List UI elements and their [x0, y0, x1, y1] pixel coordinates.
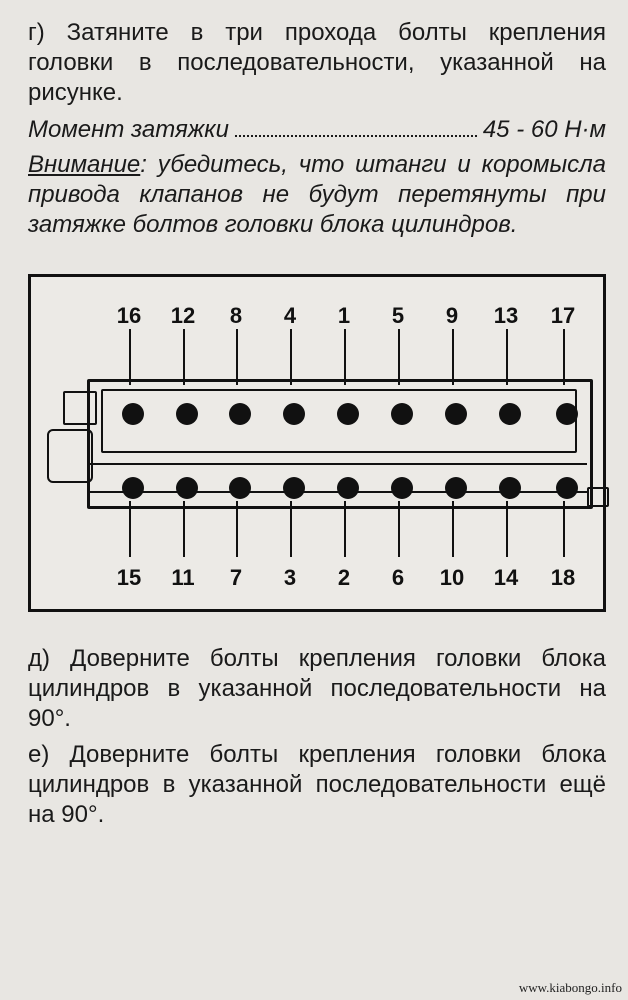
top-number: 16 — [113, 303, 145, 329]
leader-line — [452, 501, 454, 557]
top-number: 4 — [274, 303, 306, 329]
top-number: 13 — [490, 303, 522, 329]
top-number: 12 — [167, 303, 199, 329]
bottom-number: 6 — [382, 565, 414, 591]
torque-line: Момент затяжки 45 - 60 Н·м — [28, 116, 606, 144]
top-number-row: 16 12 84159 13 17 — [37, 303, 597, 329]
bottom-number: 10 — [436, 565, 468, 591]
right-tab — [587, 487, 609, 507]
top-number: 17 — [547, 303, 579, 329]
paragraph-d: д) Доверните болты крепления головки бло… — [28, 644, 606, 734]
bottom-number: 3 — [274, 565, 306, 591]
bottom-number: 7 — [220, 565, 252, 591]
bottom-number-row: 15 11 7326 10 14 18 — [37, 559, 597, 591]
paragraph-g: г) Затяните в три прохода болты креплени… — [28, 18, 606, 108]
paragraph-e: е) Доверните болты крепления головки бло… — [28, 740, 606, 830]
left-boss — [63, 391, 97, 425]
rail-line-1 — [87, 463, 587, 465]
bottom-number: 18 — [547, 565, 579, 591]
top-number: 1 — [328, 303, 360, 329]
leader-line — [344, 501, 346, 557]
bottom-number: 15 — [113, 565, 145, 591]
bottom-number: 11 — [167, 565, 199, 591]
bottom-leader-lines — [37, 529, 597, 559]
warning-label: Внимание — [28, 151, 140, 178]
leader-line — [506, 501, 508, 557]
leader-line — [398, 501, 400, 557]
leader-line — [290, 501, 292, 557]
warning-paragraph: Внимание: убедитесь, что штанги и коромы… — [28, 150, 606, 240]
leader-line — [129, 501, 131, 557]
cylinder-head-drawing — [41, 359, 593, 529]
torque-label: Момент затяжки — [28, 116, 229, 144]
bottom-number: 14 — [490, 565, 522, 591]
bolt-sequence-diagram: 1612841591317 15117326101418 — [28, 274, 606, 612]
left-flange — [47, 429, 93, 483]
leader-line — [183, 501, 185, 557]
torque-value: 45 - 60 Н·м — [483, 116, 606, 144]
top-number: 9 — [436, 303, 468, 329]
top-leader-lines — [37, 329, 597, 359]
leader-dots — [235, 116, 477, 137]
leader-line — [236, 501, 238, 557]
watermark: www.kiabongo.info — [519, 980, 622, 996]
top-number: 5 — [382, 303, 414, 329]
top-number: 8 — [220, 303, 252, 329]
leader-line — [563, 501, 565, 557]
bottom-number: 2 — [328, 565, 360, 591]
